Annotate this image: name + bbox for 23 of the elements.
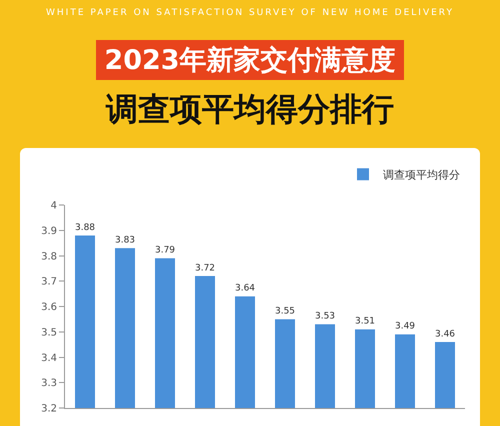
data-label: 3.51: [355, 316, 375, 327]
y-tick-label: 3.8: [41, 251, 57, 262]
legend-label: 调查项平均得分: [383, 168, 460, 182]
y-tick-label: 3.2: [41, 404, 57, 414]
data-label: 3.55: [275, 306, 295, 316]
y-tick-label: 4: [50, 200, 57, 212]
text: WHITE PAPER ON SATISFACTION SURVEY OF NEW HOME DELIVERY: [45, 8, 455, 18]
y-tick-label: 3.6: [41, 302, 57, 313]
y-tick-label: 3.3: [41, 378, 57, 390]
data-label: 3.83: [115, 235, 135, 246]
data-label: 3.64: [235, 284, 256, 294]
y-tick-label: 3.4: [41, 352, 57, 364]
data-label: 3.46: [435, 329, 456, 340]
chart-title: 2023年新家交付满意度: [96, 40, 404, 80]
data-label: 3.88: [75, 222, 96, 233]
data-label: 3.72: [195, 263, 215, 274]
data-label: 3.79: [155, 246, 176, 256]
data-label: 3.49: [395, 322, 416, 332]
chart-subtitle: 调查项平均得分排行: [104, 89, 395, 130]
y-tick-label: 3.9: [41, 226, 57, 237]
y-tick-label: 3.7: [41, 276, 57, 288]
y-tick-label: 3.5: [41, 327, 57, 338]
data-label: 3.53: [315, 312, 335, 322]
